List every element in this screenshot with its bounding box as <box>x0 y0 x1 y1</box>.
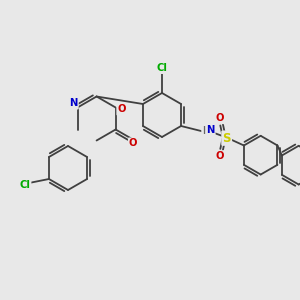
Text: O: O <box>215 151 224 161</box>
Text: N: N <box>206 125 214 135</box>
Text: O: O <box>215 113 224 123</box>
Text: Cl: Cl <box>20 180 30 190</box>
Text: H: H <box>202 126 211 136</box>
Text: N: N <box>69 98 78 109</box>
Text: S: S <box>222 132 231 145</box>
Text: O: O <box>117 104 126 115</box>
Text: O: O <box>129 139 137 148</box>
Text: Cl: Cl <box>157 63 167 73</box>
